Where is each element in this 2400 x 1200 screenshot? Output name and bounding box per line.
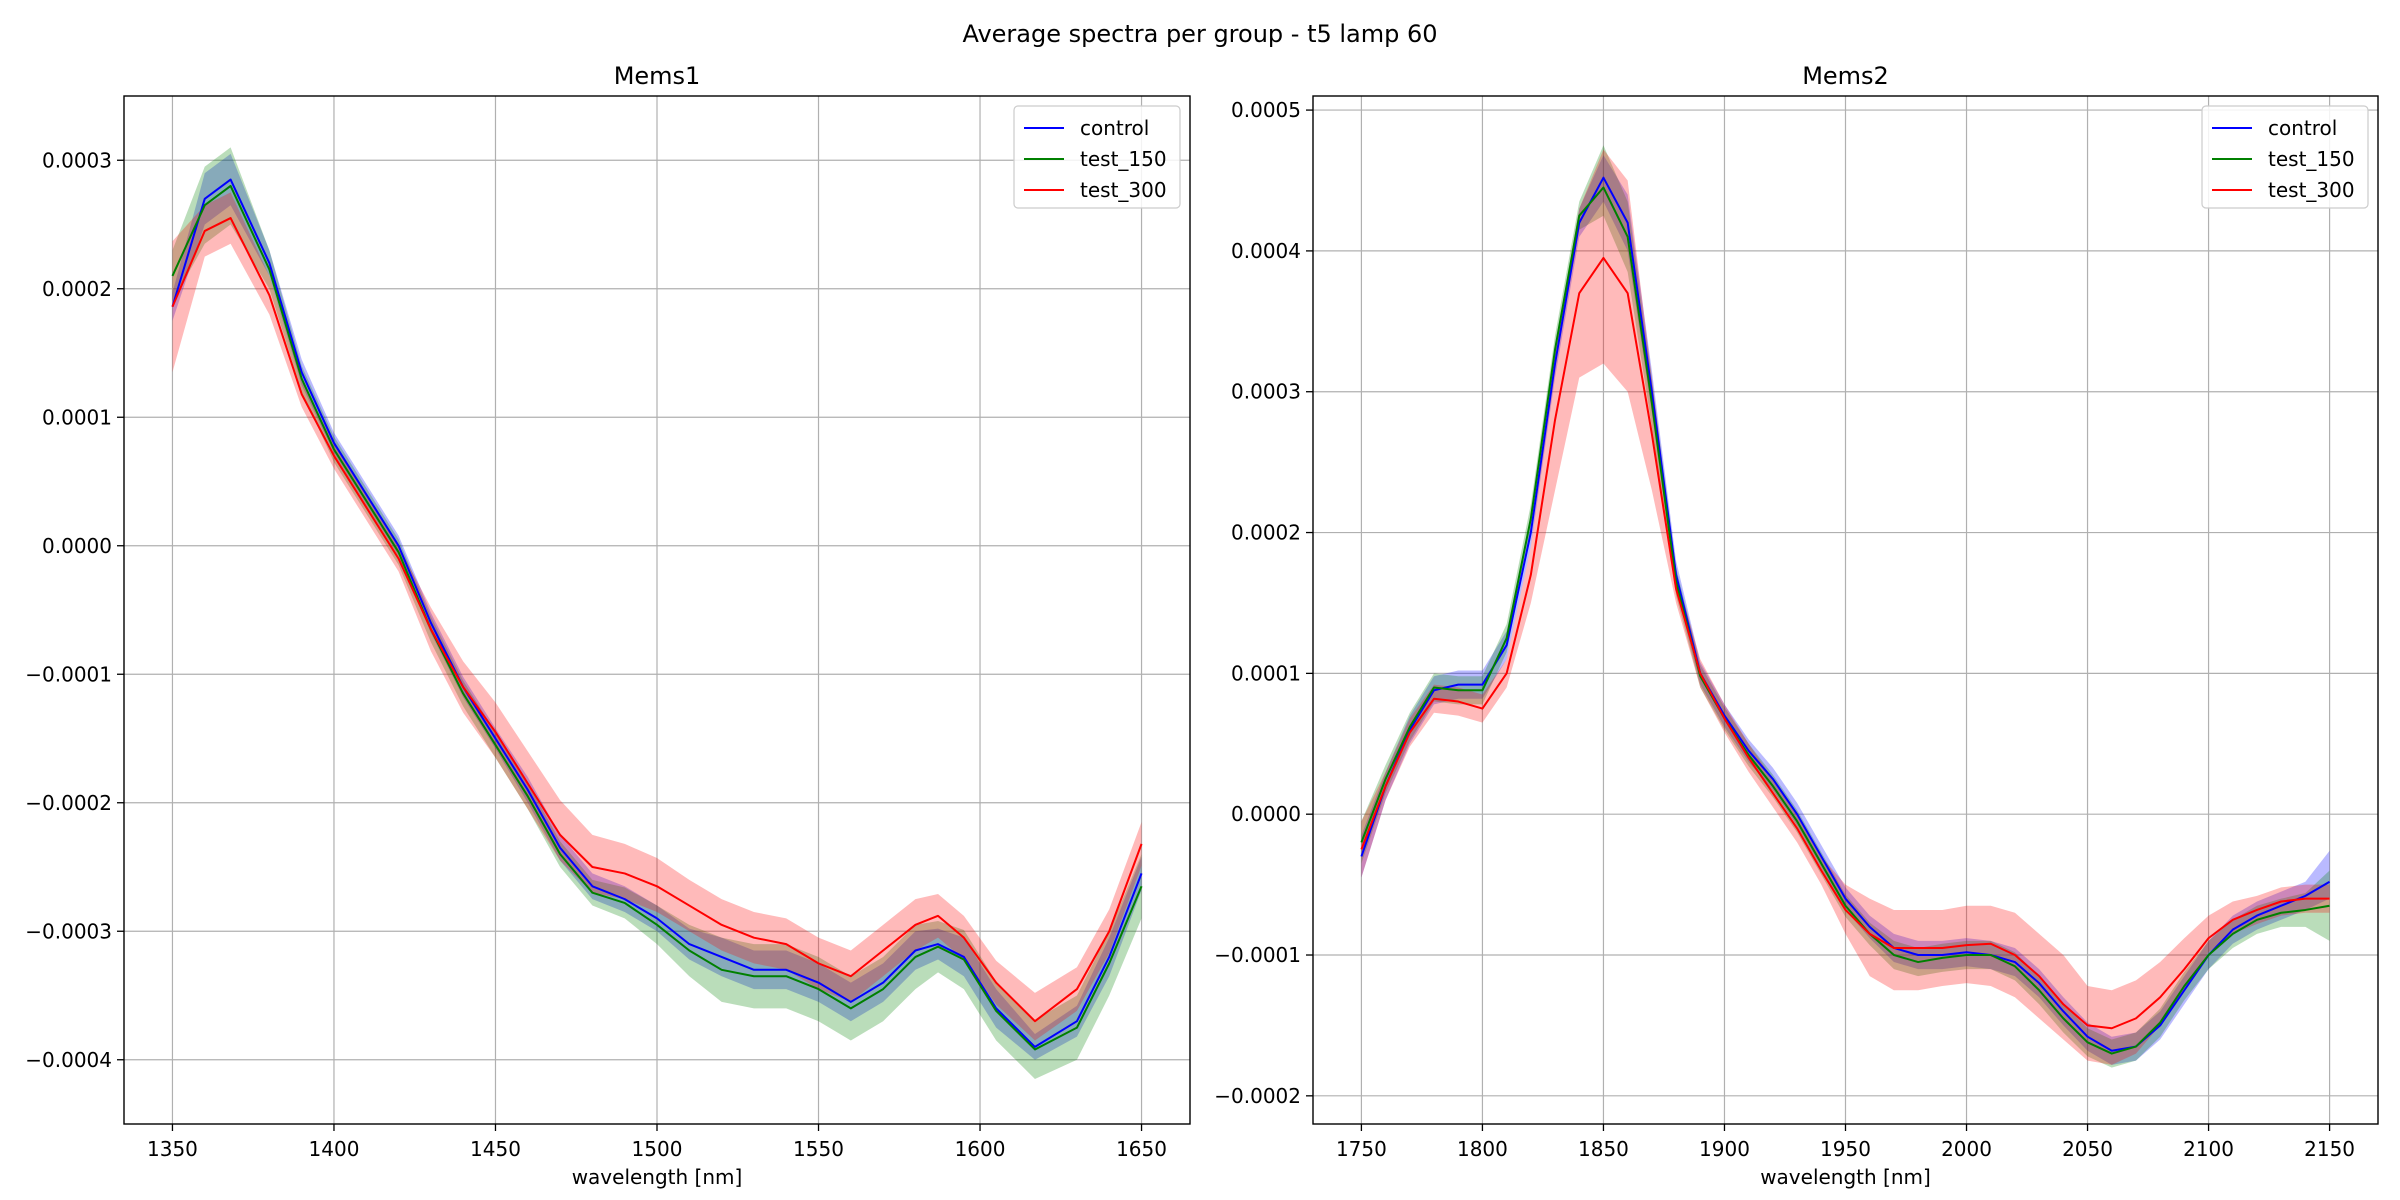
x-tick-label: 1500 [632, 1137, 683, 1161]
x-tick-label: 1950 [1820, 1137, 1871, 1161]
subplot-title: Mems1 [614, 62, 701, 90]
y-tick-label: 0.0000 [1231, 802, 1301, 826]
subplot-title: Mems2 [1802, 62, 1889, 90]
x-tick-label: 1550 [793, 1137, 844, 1161]
legend: control test_150 test_300 [1013, 105, 1181, 209]
legend-label: test_150 [1080, 147, 1167, 171]
legend-label: control [1080, 116, 1149, 140]
y-tick-label: −0.0001 [25, 662, 112, 686]
x-tick-label: 1450 [470, 1137, 521, 1161]
x-tick-label: 1400 [309, 1137, 360, 1161]
y-tick-label: −0.0003 [25, 919, 112, 943]
y-tick-label: 0.0000 [42, 534, 112, 558]
y-tick-label: 0.0002 [1231, 521, 1301, 545]
y-tick-label: 0.0003 [42, 148, 112, 172]
y-tick-label: −0.0001 [1214, 943, 1301, 967]
legend-label: test_300 [2268, 178, 2355, 202]
legend: control test_150 test_300 [2201, 105, 2369, 209]
x-tick-label: 1850 [1578, 1137, 1629, 1161]
x-tick-label: 2000 [1941, 1137, 1992, 1161]
y-tick-label: −0.0004 [25, 1048, 112, 1072]
legend-frame [2201, 105, 2369, 209]
y-tick-label: 0.0002 [42, 277, 112, 301]
x-tick-label: 2100 [2183, 1137, 2234, 1161]
x-tick-label: 2150 [2304, 1137, 2355, 1161]
subplot-mems2: 1750 1800 1850 1900 1950 2000 2050 2100 2150 −0.0… [1214, 62, 2379, 1189]
line-test_300 [171, 217, 1143, 1023]
legend-label: test_150 [2268, 147, 2355, 171]
y-tick-label: 0.0005 [1231, 98, 1301, 122]
band-test_300 [172, 192, 1142, 1041]
y-tick-label: 0.0001 [42, 405, 112, 429]
x-tick-label: 1900 [1699, 1137, 1750, 1161]
y-tick-label: 0.0003 [1231, 380, 1301, 404]
legend-frame [1013, 105, 1181, 209]
x-axis-label: wavelength [nm] [572, 1165, 743, 1189]
legend-label: test_300 [1080, 178, 1167, 202]
x-tick-label: 1600 [955, 1137, 1006, 1161]
x-tick-label: 1750 [1336, 1137, 1387, 1161]
legend-label: control [2268, 116, 2337, 140]
x-tick-label: 1650 [1116, 1137, 1167, 1161]
x-tick-label: 1350 [147, 1137, 198, 1161]
line-test_150 [1360, 186, 2330, 1055]
subplot-mems1: 1350 1400 1450 1500 1550 1600 1650 −0.0004 −0.00… [25, 62, 1191, 1189]
line-test_300 [1360, 256, 2330, 1030]
x-tick-label: 2050 [2062, 1137, 2113, 1161]
y-tick-label: 0.0001 [1231, 661, 1301, 685]
line-control [1360, 176, 2331, 1052]
figure-suptitle: Average spectra per group - t5 lamp 60 [962, 20, 1437, 48]
line-test_150 [171, 184, 1143, 1051]
x-tick-label: 1800 [1457, 1137, 1508, 1161]
x-axis-label: wavelength [nm] [1760, 1165, 1931, 1189]
y-tick-label: 0.0004 [1231, 239, 1301, 263]
y-tick-label: −0.0002 [1214, 1084, 1301, 1108]
y-tick-label: −0.0002 [25, 791, 112, 815]
line-control [171, 178, 1143, 1048]
